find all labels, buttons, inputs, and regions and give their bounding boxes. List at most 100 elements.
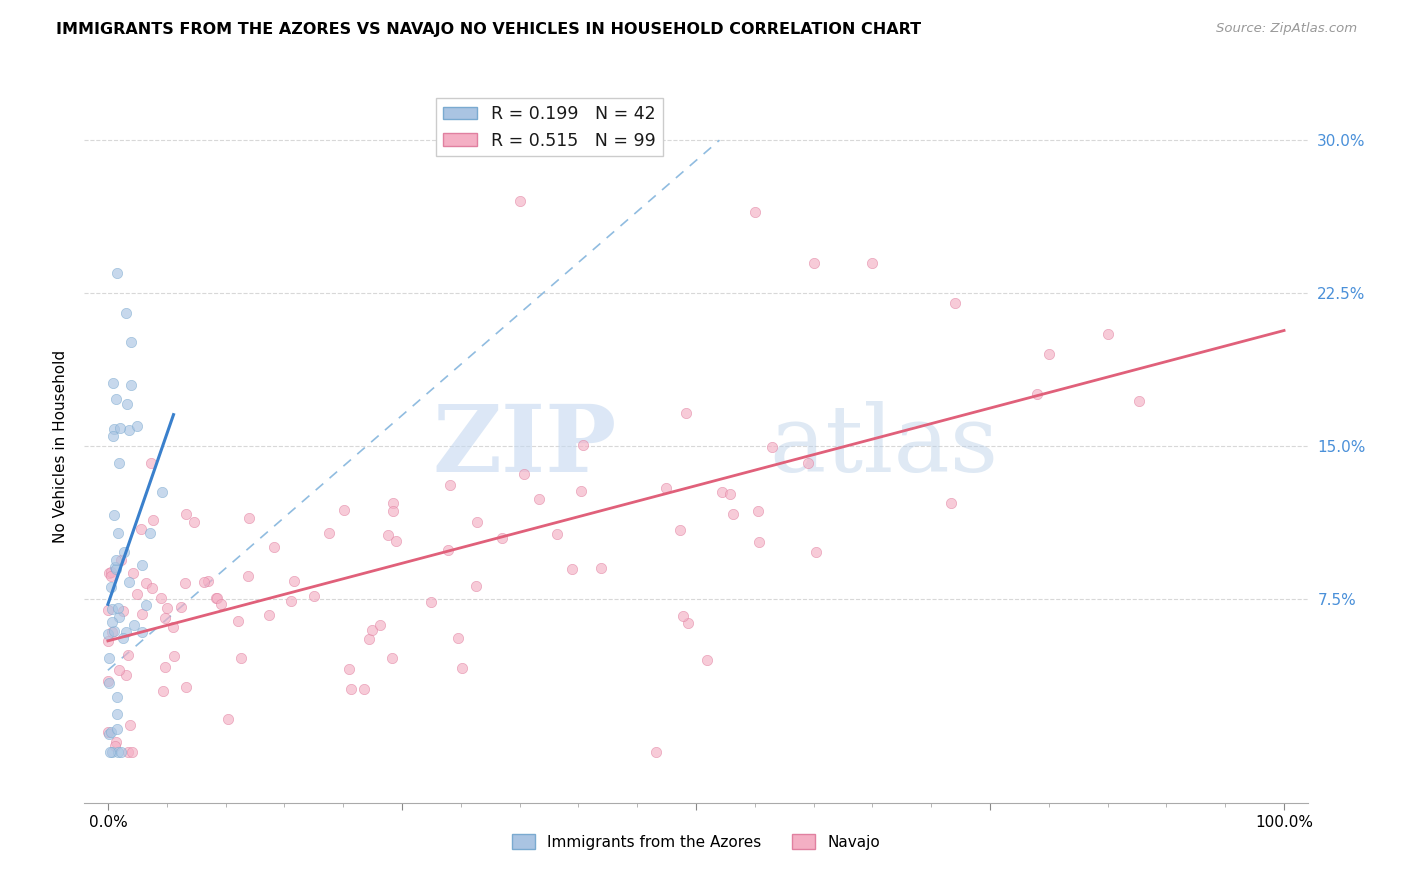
Point — [257, 608, 280, 623]
Point — [97, 650, 120, 665]
Point — [744, 204, 766, 219]
Point — [645, 745, 668, 759]
Point — [382, 504, 405, 518]
Point — [131, 607, 153, 621]
Point — [229, 650, 252, 665]
Point — [122, 617, 145, 632]
Point — [141, 456, 163, 470]
Point — [112, 632, 135, 646]
Point — [101, 615, 124, 629]
Point — [135, 598, 157, 612]
Point — [118, 423, 141, 437]
Point — [943, 296, 966, 310]
Point — [163, 649, 186, 664]
Point — [761, 440, 783, 454]
Point — [108, 420, 131, 434]
Point — [1026, 386, 1049, 401]
Point — [107, 707, 129, 722]
Point — [156, 601, 179, 615]
Point — [302, 589, 325, 603]
Point — [105, 561, 128, 575]
Point — [115, 668, 138, 682]
Point — [110, 553, 132, 567]
Point — [337, 661, 360, 675]
Point — [114, 306, 136, 320]
Point — [675, 407, 697, 421]
Point — [205, 591, 228, 605]
Point — [723, 507, 745, 521]
Point — [439, 478, 461, 492]
Point — [103, 429, 125, 443]
Point — [380, 651, 402, 665]
Point — [107, 745, 129, 759]
Point — [107, 609, 129, 624]
Point — [419, 595, 441, 609]
Point — [97, 603, 120, 617]
Point — [100, 725, 122, 739]
Point — [804, 545, 827, 559]
Legend: Immigrants from the Azores, Navajo: Immigrants from the Azores, Navajo — [506, 828, 886, 855]
Point — [110, 745, 132, 759]
Point — [451, 661, 474, 675]
Point — [100, 565, 122, 579]
Point — [509, 194, 531, 209]
Point — [1038, 347, 1060, 361]
Point — [1097, 326, 1119, 341]
Point — [173, 576, 195, 591]
Point — [333, 503, 356, 517]
Point — [368, 618, 391, 632]
Point — [353, 681, 375, 696]
Point — [561, 562, 583, 576]
Point — [103, 624, 125, 638]
Point — [513, 467, 536, 481]
Point — [747, 504, 769, 518]
Point — [669, 523, 692, 537]
Point — [121, 745, 143, 759]
Point — [117, 745, 139, 759]
Point — [382, 496, 405, 510]
Point — [117, 648, 139, 662]
Point — [748, 534, 770, 549]
Text: ZIP: ZIP — [432, 401, 616, 491]
Point — [141, 582, 163, 596]
Point — [100, 569, 122, 583]
Point — [197, 574, 219, 588]
Point — [150, 485, 173, 500]
Point — [97, 724, 120, 739]
Point — [97, 676, 120, 690]
Point — [107, 663, 129, 677]
Point — [127, 418, 149, 433]
Point — [105, 266, 128, 280]
Point — [280, 594, 302, 608]
Point — [117, 397, 139, 411]
Point — [672, 609, 695, 624]
Point — [98, 745, 121, 759]
Point — [193, 575, 215, 590]
Point — [100, 601, 122, 615]
Point — [98, 727, 121, 741]
Text: Source: ZipAtlas.com: Source: ZipAtlas.com — [1216, 22, 1357, 36]
Point — [546, 527, 568, 541]
Point — [97, 566, 120, 580]
Point — [105, 735, 128, 749]
Text: atlas: atlas — [769, 401, 998, 491]
Point — [122, 566, 145, 580]
Point — [107, 525, 129, 540]
Point — [108, 456, 131, 470]
Point — [97, 626, 120, 640]
Point — [591, 561, 613, 575]
Point — [111, 604, 134, 618]
Point — [283, 574, 305, 588]
Point — [103, 422, 125, 436]
Point — [465, 515, 488, 529]
Point — [139, 525, 162, 540]
Point — [105, 690, 128, 704]
Point — [162, 620, 184, 634]
Y-axis label: No Vehicles in Household: No Vehicles in Household — [52, 350, 67, 542]
Point — [120, 334, 142, 349]
Point — [170, 599, 193, 614]
Point — [437, 543, 460, 558]
Point — [263, 540, 285, 554]
Point — [107, 600, 129, 615]
Point — [491, 531, 513, 545]
